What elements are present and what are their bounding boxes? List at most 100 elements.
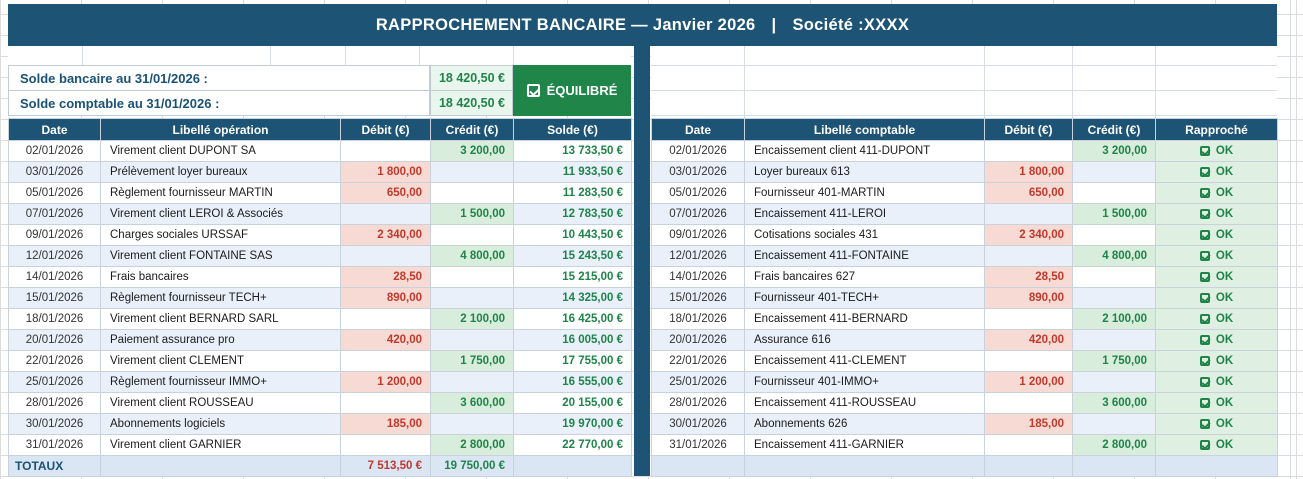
date-cell[interactable]: 03/01/2026: [651, 161, 745, 183]
debit-cell[interactable]: 1 200,00: [340, 371, 431, 393]
debit-cell[interactable]: [984, 245, 1073, 267]
empty-cell[interactable]: [1072, 455, 1156, 477]
solde-cell[interactable]: 15 215,00 €: [513, 266, 632, 288]
credit-cell[interactable]: [430, 161, 514, 183]
reconciled-cell[interactable]: OK: [1155, 161, 1278, 183]
debit-cell[interactable]: 650,00: [984, 182, 1073, 204]
solde-cell[interactable]: 14 325,00 €: [513, 287, 632, 309]
debit-cell[interactable]: [984, 308, 1073, 330]
date-cell[interactable]: 31/01/2026: [651, 434, 745, 456]
date-cell[interactable]: 18/01/2026: [651, 308, 745, 330]
date-cell[interactable]: 22/01/2026: [8, 350, 101, 372]
date-cell[interactable]: 15/01/2026: [8, 287, 101, 309]
solde-cell[interactable]: 17 755,00 €: [513, 350, 632, 372]
empty-cell[interactable]: [1155, 455, 1278, 477]
solde-cell[interactable]: 16 425,00 €: [513, 308, 632, 330]
operation-label-cell[interactable]: Frais bancaires: [100, 266, 341, 288]
totals-empty-cell[interactable]: [100, 455, 341, 477]
debit-cell[interactable]: 420,00: [340, 329, 431, 351]
empty-cell[interactable]: [744, 455, 985, 477]
solde-cell[interactable]: 13 733,50 €: [513, 140, 632, 162]
bank-balance-value-cell[interactable]: 18 420,50 €: [430, 65, 513, 91]
credit-cell[interactable]: 4 800,00: [430, 245, 514, 267]
debit-cell[interactable]: [340, 140, 431, 162]
credit-cell[interactable]: [430, 287, 514, 309]
operation-label-cell[interactable]: Virement client LEROI & Associés: [100, 203, 341, 225]
date-cell[interactable]: 25/01/2026: [651, 371, 745, 393]
ledger-label-cell[interactable]: Cotisations sociales 431: [744, 224, 985, 246]
reconciled-cell[interactable]: OK: [1155, 140, 1278, 162]
reconciled-cell[interactable]: OK: [1155, 203, 1278, 225]
empty-cell[interactable]: [984, 455, 1073, 477]
bank-header-credit[interactable]: Crédit (€): [430, 118, 514, 141]
debit-cell[interactable]: 2 340,00: [984, 224, 1073, 246]
operation-label-cell[interactable]: Prélèvement loyer bureaux: [100, 161, 341, 183]
book-balance-label-cell[interactable]: Solde comptable au 31/01/2026 :: [8, 90, 430, 116]
debit-cell[interactable]: 890,00: [984, 287, 1073, 309]
operation-label-cell[interactable]: Abonnements logiciels: [100, 413, 341, 435]
debit-cell[interactable]: [340, 434, 431, 456]
ledger-label-cell[interactable]: Encaissement 411-ROUSSEAU: [744, 392, 985, 414]
date-cell[interactable]: 14/01/2026: [8, 266, 101, 288]
credit-cell[interactable]: 1 500,00: [430, 203, 514, 225]
ledger-header-credit[interactable]: Crédit (€): [1072, 118, 1156, 141]
debit-cell[interactable]: [340, 308, 431, 330]
date-cell[interactable]: 28/01/2026: [651, 392, 745, 414]
credit-cell[interactable]: [1072, 161, 1156, 183]
ledger-header-date[interactable]: Date: [651, 118, 745, 141]
solde-cell[interactable]: 10 443,50 €: [513, 224, 632, 246]
totals-label-cell[interactable]: TOTAUX: [8, 455, 101, 477]
credit-cell[interactable]: 3 600,00: [1072, 392, 1156, 414]
debit-cell[interactable]: [984, 392, 1073, 414]
debit-cell[interactable]: 420,00: [984, 329, 1073, 351]
credit-cell[interactable]: [1072, 287, 1156, 309]
operation-label-cell[interactable]: Virement client FONTAINE SAS: [100, 245, 341, 267]
date-cell[interactable]: 12/01/2026: [651, 245, 745, 267]
operation-label-cell[interactable]: Virement client DUPONT SA: [100, 140, 341, 162]
date-cell[interactable]: 07/01/2026: [8, 203, 101, 225]
date-cell[interactable]: 25/01/2026: [8, 371, 101, 393]
ledger-label-cell[interactable]: Encaissement 411-LEROI: [744, 203, 985, 225]
debit-cell[interactable]: 1 800,00: [340, 161, 431, 183]
operation-label-cell[interactable]: Virement client BERNARD SARL: [100, 308, 341, 330]
credit-cell[interactable]: [430, 182, 514, 204]
totals-solde-cell[interactable]: [513, 455, 632, 477]
solde-cell[interactable]: 16 005,00 €: [513, 329, 632, 351]
reconciled-cell[interactable]: OK: [1155, 371, 1278, 393]
solde-cell[interactable]: 19 970,00 €: [513, 413, 632, 435]
solde-cell[interactable]: 11 933,50 €: [513, 161, 632, 183]
date-cell[interactable]: 28/01/2026: [8, 392, 101, 414]
credit-cell[interactable]: [430, 413, 514, 435]
credit-cell[interactable]: [1072, 224, 1156, 246]
debit-cell[interactable]: 650,00: [340, 182, 431, 204]
report-title-bar[interactable]: RAPPROCHEMENT BANCAIRE — Janvier 2026 | …: [8, 4, 1277, 46]
operation-label-cell[interactable]: Virement client CLEMENT: [100, 350, 341, 372]
ledger-label-cell[interactable]: Fournisseur 401-IMMO+: [744, 371, 985, 393]
operation-label-cell[interactable]: Règlement fournisseur MARTIN: [100, 182, 341, 204]
reconciled-cell[interactable]: OK: [1155, 350, 1278, 372]
date-cell[interactable]: 30/01/2026: [651, 413, 745, 435]
debit-cell[interactable]: [984, 434, 1073, 456]
date-cell[interactable]: 02/01/2026: [8, 140, 101, 162]
debit-cell[interactable]: 1 800,00: [984, 161, 1073, 183]
ledger-header-reconciled[interactable]: Rapproché: [1155, 118, 1278, 141]
date-cell[interactable]: 07/01/2026: [651, 203, 745, 225]
solde-cell[interactable]: 22 770,00 €: [513, 434, 632, 456]
reconciled-cell[interactable]: OK: [1155, 434, 1278, 456]
credit-cell[interactable]: [1072, 182, 1156, 204]
operation-label-cell[interactable]: Règlement fournisseur TECH+: [100, 287, 341, 309]
date-cell[interactable]: 09/01/2026: [8, 224, 101, 246]
debit-cell[interactable]: [340, 350, 431, 372]
ledger-label-cell[interactable]: Abonnements 626: [744, 413, 985, 435]
debit-cell[interactable]: [340, 392, 431, 414]
ledger-header-label[interactable]: Libellé comptable: [744, 118, 985, 141]
date-cell[interactable]: 12/01/2026: [8, 245, 101, 267]
credit-cell[interactable]: 1 750,00: [1072, 350, 1156, 372]
date-cell[interactable]: 02/01/2026: [651, 140, 745, 162]
credit-cell[interactable]: [1072, 266, 1156, 288]
ledger-label-cell[interactable]: Loyer bureaux 613: [744, 161, 985, 183]
solde-cell[interactable]: 16 555,00 €: [513, 371, 632, 393]
debit-cell[interactable]: [984, 203, 1073, 225]
credit-cell[interactable]: 2 100,00: [430, 308, 514, 330]
debit-cell[interactable]: 1 200,00: [984, 371, 1073, 393]
